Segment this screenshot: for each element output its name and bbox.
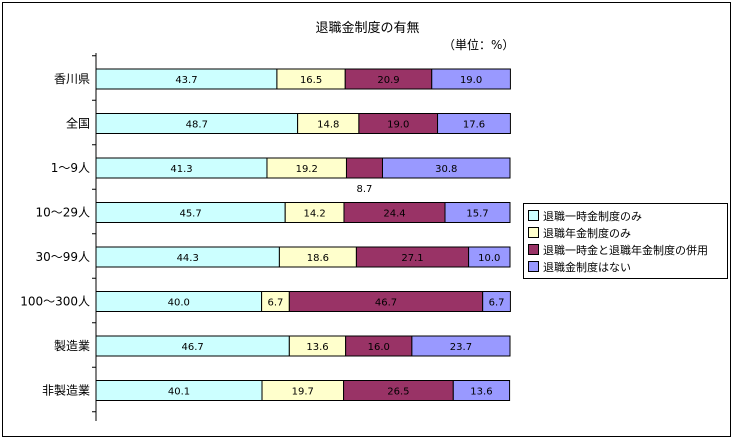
- bar-segment: [431, 68, 511, 90]
- data-label: 6.7: [489, 298, 505, 309]
- legend-item: 退職金制度はない: [528, 258, 723, 275]
- bar-segment: [437, 113, 511, 134]
- category-label: 香川県: [54, 72, 90, 86]
- bar-segment: [468, 246, 511, 268]
- data-label: 48.7: [186, 120, 208, 131]
- legend: 退職一時金制度のみ 退職年金制度のみ退職一時金と退職年金制度の併用 退職金制度はない: [523, 203, 728, 279]
- bar-segment: [444, 202, 511, 223]
- unit-label: （単位：%）: [443, 38, 515, 52]
- data-label: 10.0: [478, 253, 500, 264]
- category-label: 製造業: [54, 339, 90, 353]
- data-label: 14.8: [317, 120, 339, 131]
- data-label: 20.9: [377, 75, 399, 86]
- data-label: 41.3: [170, 164, 192, 175]
- legend-swatch: [528, 261, 539, 272]
- legend-swatch: [528, 244, 539, 255]
- data-label: 16.0: [368, 342, 390, 353]
- bar-segment: [482, 291, 511, 312]
- legend-item: 退職一時金制度のみ: [528, 207, 723, 224]
- bar-segment: [345, 157, 383, 179]
- data-label: 13.6: [470, 387, 492, 398]
- chart-frame: 退職金制度の有無 （単位：%） 香川県 43.7 16.5 20.9 19.0 全国 48.…: [2, 2, 731, 437]
- data-label: 6.7: [268, 298, 284, 309]
- data-label: 13.6: [306, 342, 328, 353]
- data-label: 17.6: [463, 120, 485, 131]
- data-label: 16.5: [300, 75, 322, 86]
- legend-label: 退職年金制度のみ: [543, 226, 631, 240]
- data-label: 19.7: [292, 387, 314, 398]
- data-label: 14.2: [303, 209, 325, 220]
- data-label: 30.8: [435, 164, 457, 175]
- data-label: 27.1: [401, 253, 423, 264]
- category-label: 1～9人: [51, 161, 90, 175]
- category-label: 全国: [66, 116, 90, 131]
- data-label: 24.4: [383, 209, 405, 220]
- data-label: 23.7: [450, 342, 472, 353]
- data-label: 19.0: [387, 120, 409, 131]
- bar-segment: [381, 157, 511, 179]
- legend-label: 退職一時金制度のみ: [543, 209, 642, 223]
- legend-swatch: [528, 210, 539, 221]
- bar-segment: [411, 335, 511, 357]
- data-label: 40.0: [168, 298, 190, 309]
- data-label: 8.7: [357, 184, 373, 195]
- legend-label: 退職一時金と退職年金制度の併用: [543, 243, 708, 257]
- data-label: 46.7: [375, 298, 397, 309]
- data-label: 44.3: [177, 253, 199, 264]
- chart-title: 退職金制度の有無: [315, 21, 420, 36]
- category-label: 10～29人: [35, 206, 90, 220]
- category-label: 30～99人: [35, 250, 90, 264]
- data-label: 45.7: [179, 209, 201, 220]
- plot-area: 香川県 43.7 16.5 20.9 19.0 全国 48.7 14.8 19.0 17.6 1～9…: [20, 53, 511, 421]
- legend-item: 退職一時金と退職年金制度の併用: [528, 241, 723, 258]
- data-label: 46.7: [182, 342, 204, 353]
- data-label: 18.6: [307, 253, 329, 264]
- data-label: 19.2: [296, 164, 318, 175]
- bar-segment: [452, 380, 511, 401]
- data-label: 15.7: [466, 209, 488, 220]
- legend-swatch: [528, 227, 539, 238]
- legend-label: 退職金制度はない: [543, 260, 631, 274]
- category-label: 100～300人: [20, 295, 90, 309]
- data-label: 43.7: [175, 75, 197, 86]
- data-label: 40.1: [168, 387, 190, 398]
- data-label: 19.0: [460, 75, 482, 86]
- category-label: 非製造業: [42, 384, 90, 398]
- data-label: 26.5: [387, 387, 409, 398]
- legend-item: 退職年金制度のみ: [528, 224, 723, 241]
